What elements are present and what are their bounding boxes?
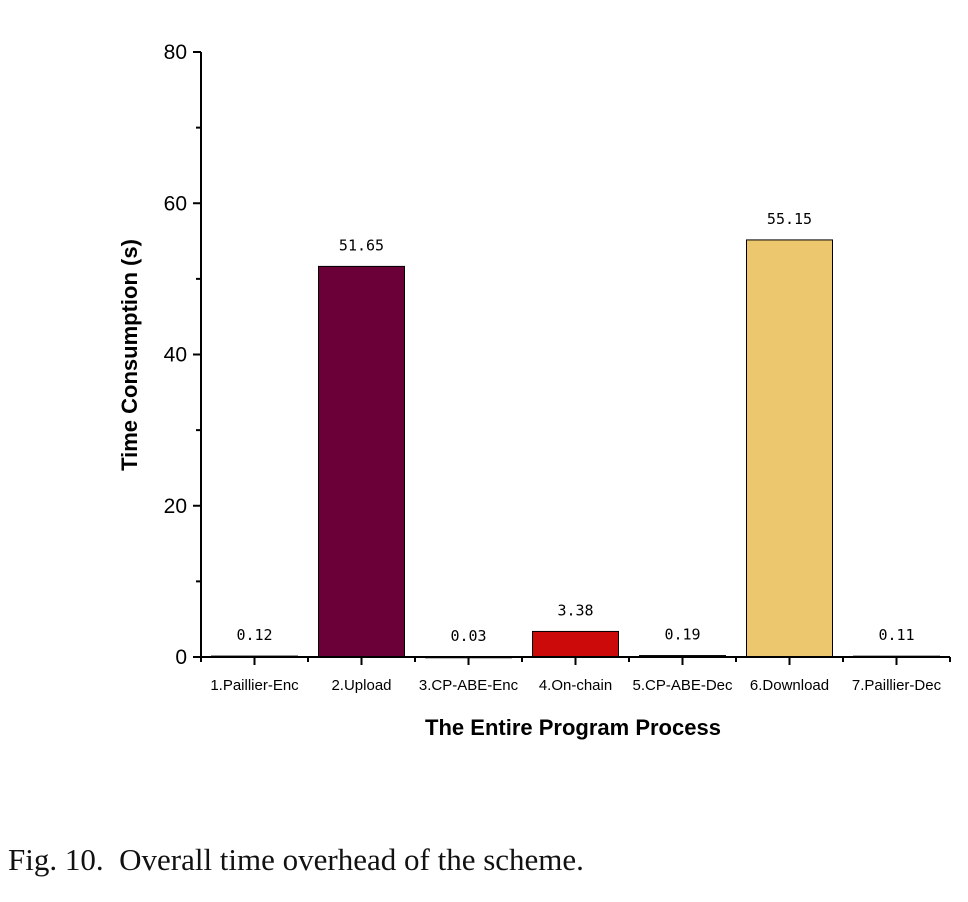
x-tick-label: 4.On-chain [539,677,612,694]
data-label: 51.65 [339,236,384,254]
y-tick-label: 20 [164,495,187,518]
data-label: 0.12 [236,626,272,644]
x-tick-label: 6.Download [750,677,829,694]
bar [532,630,619,658]
y-axis-label: Time Consumption (s) [117,239,142,471]
y-tick-label: 80 [164,41,187,64]
y-tick-label: 40 [164,344,187,367]
data-label: 0.03 [450,627,486,645]
x-tick-label: 7.Paillier-Dec [852,677,942,694]
x-tick-label: 5.CP-ABE-Dec [632,677,733,694]
x-axis-label: The Entire Program Process [425,715,721,740]
y-tick-label: 60 [164,192,187,215]
data-label: 0.19 [664,626,700,644]
bar [746,239,833,658]
y-tick-label: 0 [175,646,187,669]
x-tick-label: 1.Paillier-Enc [210,677,299,694]
x-tick-label: 3.CP-ABE-Enc [419,677,519,694]
data-label: 3.38 [557,601,593,619]
figure-caption: Fig. 10. Overall time overhead of the sc… [8,842,584,877]
data-label: 55.15 [767,210,812,228]
x-tick-label: 2.Upload [331,677,391,694]
bar-chart: 0.12 51.65 0.03 3.38 0.19 55.15 0.11 1.Paillie… [117,41,951,740]
data-label: 0.11 [878,626,914,644]
bar [318,265,405,658]
